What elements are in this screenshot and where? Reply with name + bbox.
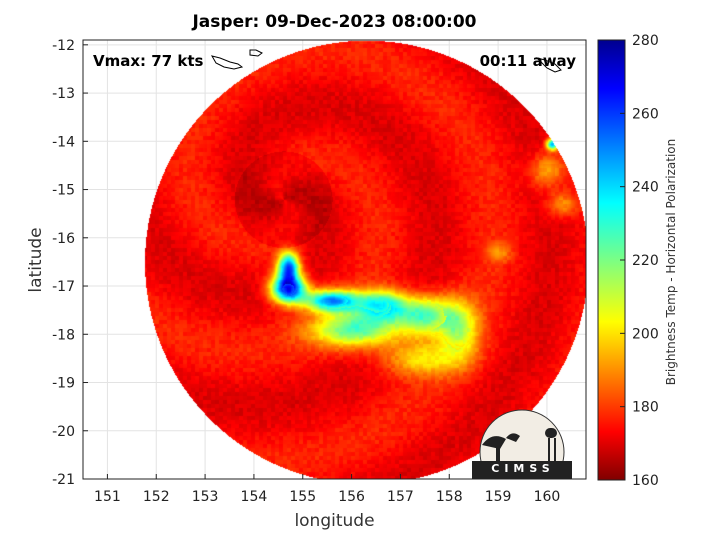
y-tick-label: -20 [52,424,75,440]
x-tick-label: 158 [436,489,463,505]
x-tick-label: 152 [143,489,170,505]
colorbar-tick-label: 220 [632,253,659,269]
colorbar-tick-label: 160 [632,473,659,489]
brightness-temperature-swath [83,40,586,479]
x-axis-label: longitude [294,511,375,531]
y-tick-label: -12 [52,38,75,54]
colorbar-tick-label: 280 [632,33,659,49]
colorbar-tick-label: 240 [632,180,659,196]
y-tick-label: -16 [52,231,75,247]
colorbar-label: Brightness Temp - Horizontal Polarizatio… [664,138,678,386]
cimss-logo-text: CIMSS [491,462,555,475]
y-axis: -12 -13 -14 -15 -16 -17 -18 -19 -20 -21 [52,38,88,488]
x-tick-label: 159 [485,489,512,505]
time-offset-annotation: 00:11 away [479,52,576,70]
x-tick-label: 154 [241,489,268,505]
colorbar-tick-label: 180 [632,400,659,416]
y-tick-label: -19 [52,376,75,392]
x-axis: 151 152 153 154 155 156 157 158 159 160 [94,474,560,505]
x-tick-label: 156 [338,489,365,505]
y-tick-label: -18 [52,327,75,343]
y-tick-label: -21 [52,472,75,488]
x-tick-label: 155 [289,489,316,505]
colorbar-ticks: 160 180 200 220 240 260 280 [620,33,659,489]
chart-title: Jasper: 09-Dec-2023 08:00:00 [192,12,477,32]
vmax-annotation: Vmax: 77 kts [93,52,204,70]
colorbar-tick-label: 260 [632,106,659,122]
x-tick-label: 157 [387,489,414,505]
x-tick-label: 153 [192,489,219,505]
x-tick-label: 160 [534,489,561,505]
x-tick-label: 151 [94,489,121,505]
y-tick-label: -17 [52,279,75,295]
y-tick-label: -13 [52,86,75,102]
colorbar-tick-label: 200 [632,326,659,342]
plot-frame [82,39,587,480]
y-tick-label: -15 [52,183,75,199]
y-tick-label: -14 [52,134,75,150]
y-axis-label: latitude [26,227,46,293]
